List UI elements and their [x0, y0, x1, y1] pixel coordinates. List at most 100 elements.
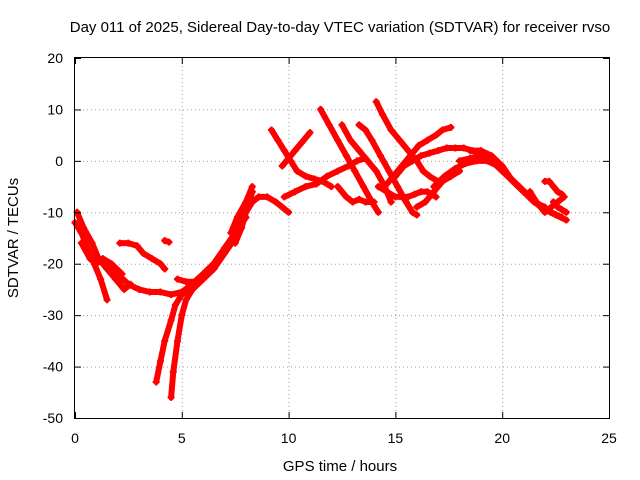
- data-point: [248, 198, 256, 206]
- data-point: [302, 172, 310, 180]
- data-point: [171, 301, 179, 309]
- data-point: [334, 167, 342, 175]
- data-point: [413, 203, 421, 211]
- data-point: [562, 216, 570, 224]
- data-point: [152, 378, 160, 386]
- data-point: [86, 255, 94, 263]
- data-point: [379, 111, 387, 119]
- data-point: [272, 198, 280, 206]
- data-point: [334, 136, 342, 144]
- data-point: [323, 172, 331, 180]
- data-point: [255, 193, 263, 201]
- data-point: [97, 275, 105, 283]
- data-point: [242, 198, 250, 206]
- data-point: [191, 278, 199, 286]
- data-point: [169, 368, 177, 376]
- data-point: [178, 291, 186, 299]
- data-point: [327, 183, 335, 191]
- data-point: [351, 167, 359, 175]
- data-point: [80, 224, 88, 232]
- data-point: [178, 311, 186, 319]
- series-arc-10: [231, 193, 293, 247]
- data-point: [391, 193, 399, 201]
- data-point: [165, 238, 173, 246]
- data-point: [248, 183, 256, 191]
- data-point: [182, 278, 190, 286]
- series-arc-20: [374, 183, 440, 201]
- y-tick-label: -10: [43, 204, 63, 220]
- data-point: [547, 203, 555, 211]
- y-tick-label: -40: [43, 359, 63, 375]
- data-point: [488, 152, 496, 160]
- data-point: [498, 162, 506, 170]
- data-point: [411, 190, 419, 198]
- data-point: [408, 208, 416, 216]
- data-point: [103, 296, 111, 304]
- x-tick-label: 10: [281, 430, 297, 446]
- y-axis-label: SDTVAR / TECUs: [5, 178, 22, 298]
- data-point: [182, 296, 190, 304]
- x-tick-label: 15: [388, 430, 404, 446]
- data-point: [274, 136, 282, 144]
- data-point: [156, 260, 164, 268]
- data-point: [114, 270, 122, 278]
- data-point: [552, 211, 560, 219]
- data-point: [370, 198, 378, 206]
- plot-frame: [74, 57, 610, 419]
- x-tick-label: 25: [601, 430, 617, 446]
- data-point: [441, 172, 449, 180]
- y-tick-label: 10: [47, 101, 63, 117]
- data-point: [368, 136, 376, 144]
- data-point: [268, 126, 276, 134]
- data-point: [406, 152, 414, 160]
- data-series: [71, 98, 570, 401]
- data-point: [124, 280, 132, 288]
- data-point: [293, 167, 301, 175]
- data-point: [325, 121, 333, 129]
- data-point: [221, 244, 229, 252]
- data-point: [387, 198, 395, 206]
- data-point: [167, 316, 175, 324]
- data-point: [443, 144, 451, 152]
- data-point: [477, 147, 485, 155]
- data-point: [421, 198, 429, 206]
- data-point: [349, 198, 357, 206]
- data-point: [396, 136, 404, 144]
- data-point: [554, 203, 562, 211]
- data-point: [387, 126, 395, 134]
- data-point: [451, 144, 459, 152]
- data-point: [554, 188, 562, 196]
- series-arc-11: [227, 183, 256, 237]
- data-point: [417, 152, 425, 160]
- data-point: [400, 162, 408, 170]
- data-point: [374, 208, 382, 216]
- data-point: [355, 195, 363, 203]
- data-point: [545, 177, 553, 185]
- data-point: [112, 275, 120, 283]
- data-point: [210, 260, 218, 268]
- data-point: [532, 198, 540, 206]
- data-point: [432, 193, 440, 201]
- data-point: [372, 98, 380, 106]
- data-point: [88, 239, 96, 247]
- data-point: [342, 152, 350, 160]
- data-point: [541, 208, 549, 216]
- x-tick-label: 0: [71, 430, 79, 446]
- data-point: [334, 183, 342, 191]
- data-point: [353, 157, 361, 165]
- x-axis-tick-labels: 0 5 10 15 20 25: [71, 430, 617, 446]
- data-point: [451, 165, 459, 173]
- data-point: [562, 208, 570, 216]
- series-arc-28: [541, 177, 566, 198]
- axis-ticks: [75, 58, 610, 419]
- data-point: [466, 154, 474, 162]
- x-tick-label: 5: [178, 430, 186, 446]
- data-point: [280, 147, 288, 155]
- data-point: [156, 357, 164, 365]
- data-point: [306, 129, 314, 137]
- data-point: [161, 265, 169, 273]
- data-point: [417, 188, 425, 196]
- data-point: [460, 144, 468, 152]
